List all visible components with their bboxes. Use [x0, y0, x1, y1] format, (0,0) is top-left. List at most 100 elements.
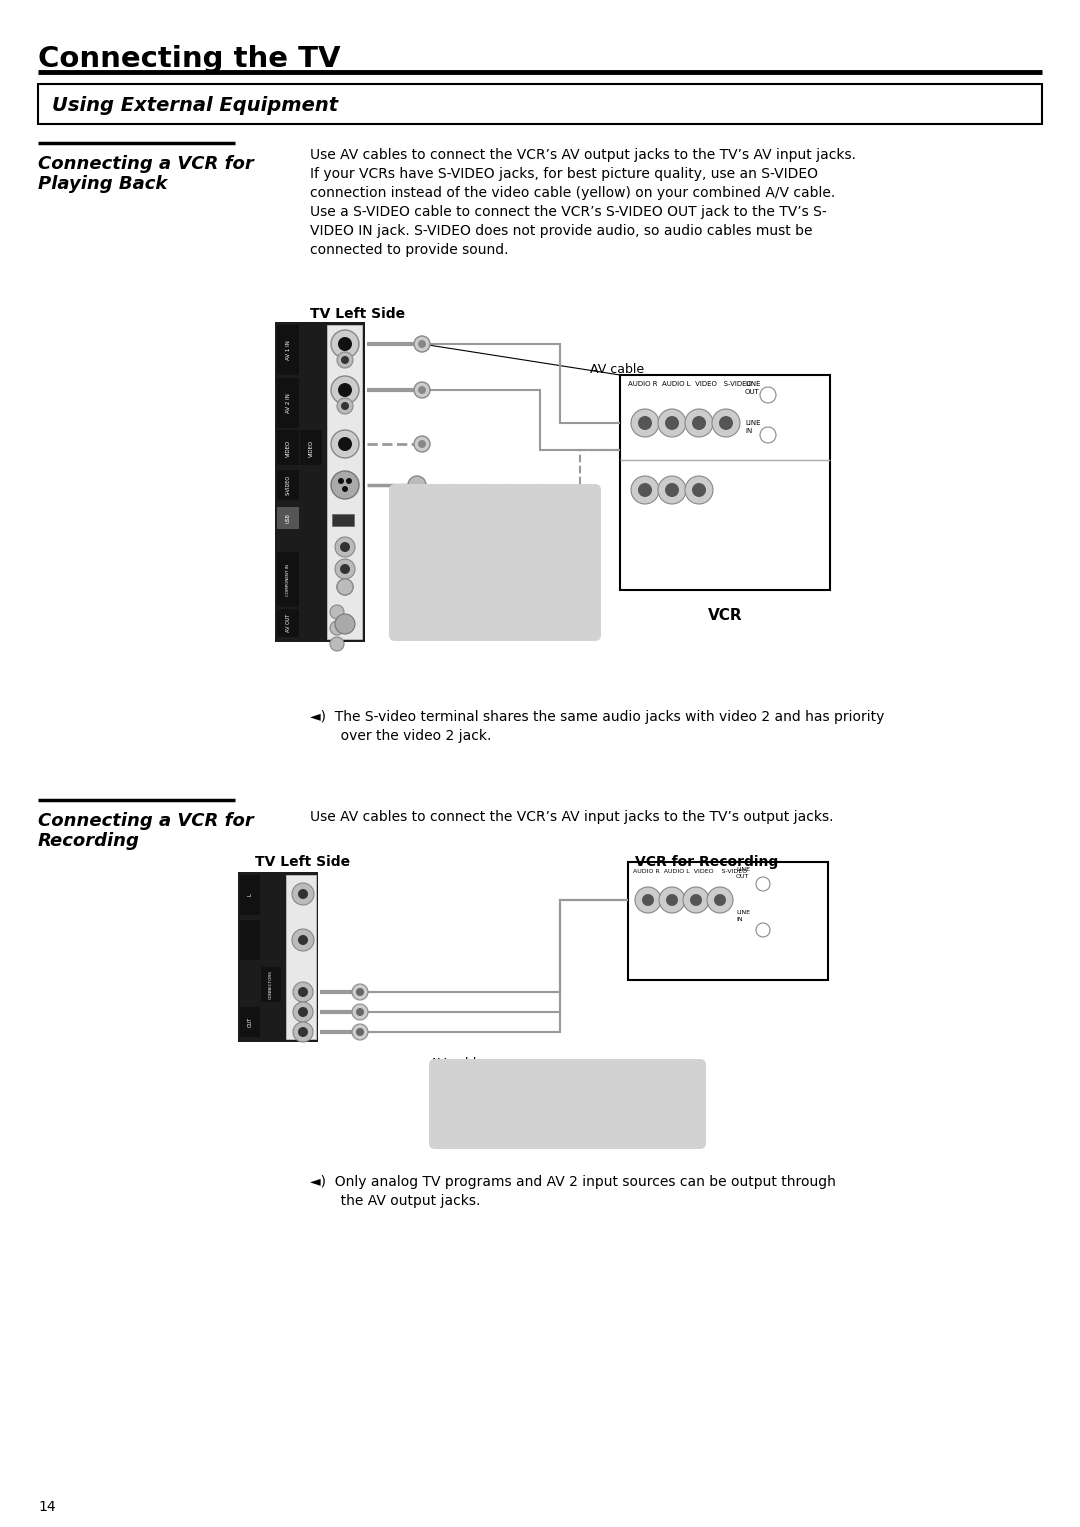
Text: OUT: OUT — [735, 873, 750, 880]
Circle shape — [356, 1028, 364, 1035]
Circle shape — [292, 883, 314, 906]
Bar — [238, 872, 318, 1041]
Text: VCR: VCR — [707, 608, 742, 623]
Text: LINE: LINE — [735, 910, 750, 915]
Circle shape — [692, 483, 706, 496]
Bar — [332, 515, 354, 525]
Text: IN: IN — [735, 918, 743, 922]
Circle shape — [707, 887, 733, 913]
Bar — [240, 875, 260, 915]
Circle shape — [642, 893, 654, 906]
Circle shape — [340, 563, 350, 574]
Bar — [240, 1006, 260, 1037]
Circle shape — [666, 893, 678, 906]
Circle shape — [635, 887, 661, 913]
Circle shape — [665, 415, 679, 431]
Circle shape — [683, 887, 708, 913]
Circle shape — [330, 431, 359, 458]
Circle shape — [638, 483, 652, 496]
Circle shape — [330, 330, 359, 357]
Bar — [38, 84, 1042, 124]
Text: Connecting a VCR for: Connecting a VCR for — [38, 156, 254, 173]
Circle shape — [756, 876, 770, 890]
Circle shape — [631, 476, 659, 504]
Text: VCR for Recording: VCR for Recording — [635, 855, 779, 869]
Text: TV Left Side: TV Left Side — [255, 855, 350, 869]
Bar — [286, 875, 316, 1038]
Circle shape — [340, 542, 350, 551]
Circle shape — [712, 409, 740, 437]
Circle shape — [418, 440, 426, 447]
Circle shape — [760, 386, 777, 403]
Text: connection instead of the video cable (yellow) on your combined A/V cable.: connection instead of the video cable (y… — [310, 186, 835, 200]
Circle shape — [298, 935, 308, 945]
Circle shape — [665, 483, 679, 496]
Text: LINE: LINE — [745, 382, 760, 386]
Text: Playing Back: Playing Back — [38, 176, 167, 192]
Text: AV cable: AV cable — [590, 363, 644, 376]
Bar — [327, 325, 362, 638]
Text: CONNECTORS: CONNECTORS — [269, 971, 273, 1000]
Circle shape — [298, 986, 308, 997]
Text: OUT: OUT — [247, 1017, 253, 1028]
Text: Connecting a VCR for: Connecting a VCR for — [38, 812, 254, 831]
Text: Connect red to: Connect red to — [407, 568, 523, 582]
Circle shape — [293, 1022, 313, 1041]
Circle shape — [714, 893, 726, 906]
Text: TV Left Side: TV Left Side — [310, 307, 405, 321]
Circle shape — [335, 614, 355, 634]
Text: Connecting the TV: Connecting the TV — [38, 44, 340, 73]
Circle shape — [330, 470, 359, 499]
Text: to connectors. Connect red to: to connectors. Connect red to — [447, 1099, 680, 1115]
Text: USB: USB — [285, 513, 291, 524]
Circle shape — [338, 383, 352, 397]
Text: color-coded to: color-coded to — [407, 524, 519, 538]
Text: connected to provide sound.: connected to provide sound. — [310, 243, 509, 257]
Circle shape — [337, 579, 353, 596]
Bar — [276, 379, 299, 428]
Text: AV cable: AV cable — [430, 1057, 484, 1070]
FancyBboxPatch shape — [429, 1060, 706, 1148]
Text: white, etc.: white, etc. — [407, 612, 490, 626]
Text: 14: 14 — [38, 1500, 56, 1513]
Circle shape — [293, 1002, 313, 1022]
Text: red, white to: red, white to — [407, 589, 508, 605]
Circle shape — [352, 1003, 368, 1020]
Text: COMPONENT IN: COMPONENT IN — [286, 563, 291, 596]
Bar — [276, 507, 299, 528]
Text: L: L — [247, 893, 253, 896]
FancyBboxPatch shape — [389, 484, 600, 641]
Circle shape — [408, 476, 426, 495]
Text: Recording: Recording — [38, 832, 140, 851]
Circle shape — [335, 538, 355, 557]
Circle shape — [293, 982, 313, 1002]
Circle shape — [414, 437, 430, 452]
Circle shape — [341, 402, 349, 411]
Text: LINE: LINE — [745, 420, 760, 426]
Circle shape — [685, 476, 713, 504]
Circle shape — [338, 437, 352, 450]
Bar — [276, 551, 299, 608]
Bar — [276, 431, 299, 466]
Circle shape — [346, 478, 352, 484]
Text: LINE: LINE — [735, 867, 750, 872]
Circle shape — [342, 486, 348, 492]
Text: AUDIO R  AUDIO L  VIDEO   S-VIDEO: AUDIO R AUDIO L VIDEO S-VIDEO — [627, 382, 752, 386]
Circle shape — [298, 1028, 308, 1037]
Circle shape — [292, 928, 314, 951]
Circle shape — [418, 341, 426, 348]
Text: Use AV cables to connect the VCR’s AV output jacks to the TV’s AV input jacks.: Use AV cables to connect the VCR’s AV ou… — [310, 148, 856, 162]
Bar — [627, 863, 828, 980]
Circle shape — [341, 356, 349, 363]
Circle shape — [352, 1025, 368, 1040]
Circle shape — [356, 988, 364, 996]
Circle shape — [356, 1008, 364, 1015]
Circle shape — [658, 409, 686, 437]
Text: the AV output jacks.: the AV output jacks. — [310, 1194, 481, 1208]
Bar — [275, 322, 365, 641]
Text: Use a S-VIDEO cable to connect the VCR’s S-VIDEO OUT jack to the TV’s S-: Use a S-VIDEO cable to connect the VCR’s… — [310, 205, 827, 218]
Circle shape — [719, 415, 733, 431]
Circle shape — [658, 476, 686, 504]
Bar — [276, 609, 299, 637]
Text: S-VIDEO cable: S-VIDEO cable — [430, 496, 519, 510]
